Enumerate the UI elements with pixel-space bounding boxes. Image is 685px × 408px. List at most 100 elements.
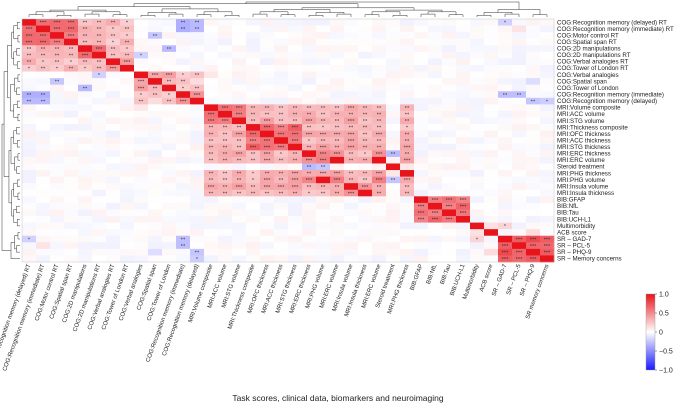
- heatmap-cell: [36, 209, 51, 217]
- heatmap-cell: [372, 150, 387, 158]
- heatmap-cell: [498, 176, 513, 184]
- heatmap-cell: [190, 216, 205, 223]
- significance-marker: **: [321, 184, 326, 190]
- heatmap-cell: [190, 156, 205, 164]
- heatmap-cell: [274, 216, 289, 223]
- heatmap-cell: [330, 110, 345, 118]
- heatmap-cell: [386, 130, 401, 138]
- heatmap-cell: [386, 216, 401, 223]
- heatmap-cell: [22, 229, 37, 237]
- heatmap-cell: [78, 183, 93, 191]
- heatmap-cell: [456, 32, 471, 40]
- heatmap-cell: [162, 216, 177, 223]
- heatmap-cell: [442, 104, 457, 112]
- heatmap-cell: [36, 84, 51, 92]
- heatmap-cell: [512, 32, 527, 40]
- heatmap-cell: [288, 45, 303, 53]
- significance-marker: **: [265, 171, 270, 177]
- heatmap-cell: [386, 222, 401, 230]
- heatmap-cell: [50, 235, 65, 243]
- significance-marker: **: [69, 53, 74, 59]
- heatmap-cell: [302, 196, 317, 204]
- heatmap-cell: [260, 183, 275, 191]
- heatmap-cell: [190, 229, 205, 237]
- heatmap-cell: [162, 124, 177, 131]
- heatmap-cell: [120, 196, 135, 204]
- heatmap-cell: [148, 137, 163, 145]
- heatmap-cell: [148, 117, 163, 125]
- heatmap-cell: [176, 19, 191, 26]
- heatmap-cell: [120, 242, 135, 250]
- heatmap-cell: [260, 170, 275, 177]
- heatmap-cell: [92, 176, 107, 184]
- heatmap-cell: [232, 110, 247, 118]
- heatmap-cell: [330, 124, 345, 131]
- heatmap-cell: [190, 202, 205, 210]
- heatmap-cell: [64, 137, 79, 145]
- heatmap-cell: [176, 51, 191, 59]
- heatmap-cell: [540, 58, 555, 66]
- heatmap-cell: [78, 38, 93, 46]
- heatmap-cell: [512, 71, 527, 79]
- heatmap-cell: [526, 130, 541, 138]
- heatmap-cell: [260, 32, 275, 40]
- heatmap-cell: [512, 229, 527, 237]
- heatmap-cell: [106, 222, 121, 230]
- significance-marker: ***: [68, 33, 75, 39]
- heatmap-cell: [540, 124, 555, 131]
- heatmap-cell: [162, 156, 177, 164]
- heatmap-cell: [428, 58, 443, 66]
- heatmap-cell: [246, 183, 261, 191]
- row-label: COG:Recognition memory (delayed) RT: [557, 19, 667, 26]
- heatmap-cell: [50, 124, 65, 131]
- heatmap-cell: [372, 209, 387, 217]
- heatmap-cell: [330, 176, 345, 184]
- heatmap-cell: [484, 64, 499, 72]
- heatmap-cell: [162, 130, 177, 138]
- heatmap-cell: [64, 202, 79, 210]
- row-label: ACB score: [557, 229, 587, 236]
- heatmap-cell: [274, 71, 289, 79]
- heatmap-cell: [274, 91, 289, 99]
- heatmap-cell: [232, 163, 247, 171]
- significance-marker: **: [321, 138, 326, 144]
- top-dendrogram: [28, 1, 548, 17]
- heatmap-cell: [330, 45, 345, 53]
- heatmap-cell: [260, 242, 275, 250]
- heatmap-cell: [442, 124, 457, 131]
- heatmap-cell: [36, 32, 51, 40]
- heatmap-cell: [372, 25, 387, 33]
- heatmap-cell: [400, 104, 415, 112]
- heatmap-cell: [372, 104, 387, 112]
- significance-marker: *: [252, 171, 255, 177]
- heatmap-cell: [484, 19, 499, 26]
- heatmap-cell: [22, 84, 37, 92]
- significance-marker: **: [223, 171, 228, 177]
- heatmap-cell: [316, 110, 331, 118]
- heatmap-cell: [120, 25, 135, 33]
- heatmap-cell: [148, 104, 163, 112]
- significance-marker: **: [517, 92, 522, 98]
- heatmap-cell: [428, 209, 443, 217]
- heatmap-cell: [428, 183, 443, 191]
- significance-marker: **: [265, 112, 270, 118]
- heatmap-cell: [400, 196, 415, 204]
- heatmap-cell: [330, 51, 345, 59]
- heatmap-cell: [372, 248, 387, 256]
- significance-marker: **: [181, 243, 186, 249]
- heatmap-cell: [246, 25, 261, 33]
- heatmap-cell: [484, 235, 499, 243]
- heatmap-cell: [498, 58, 513, 66]
- heatmap-cell: [372, 176, 387, 184]
- heatmap-cell: [386, 163, 401, 171]
- heatmap-cell: [428, 32, 443, 40]
- heatmap-cell: [204, 97, 219, 105]
- heatmap-cell: [526, 248, 541, 256]
- heatmap-cell: [162, 84, 177, 92]
- heatmap-cell: [372, 255, 387, 263]
- heatmap-cell: [484, 51, 499, 59]
- significance-marker: **: [181, 20, 186, 26]
- significance-marker: **: [153, 86, 158, 92]
- heatmap-cell: [344, 255, 359, 263]
- heatmap-cell: [36, 97, 51, 105]
